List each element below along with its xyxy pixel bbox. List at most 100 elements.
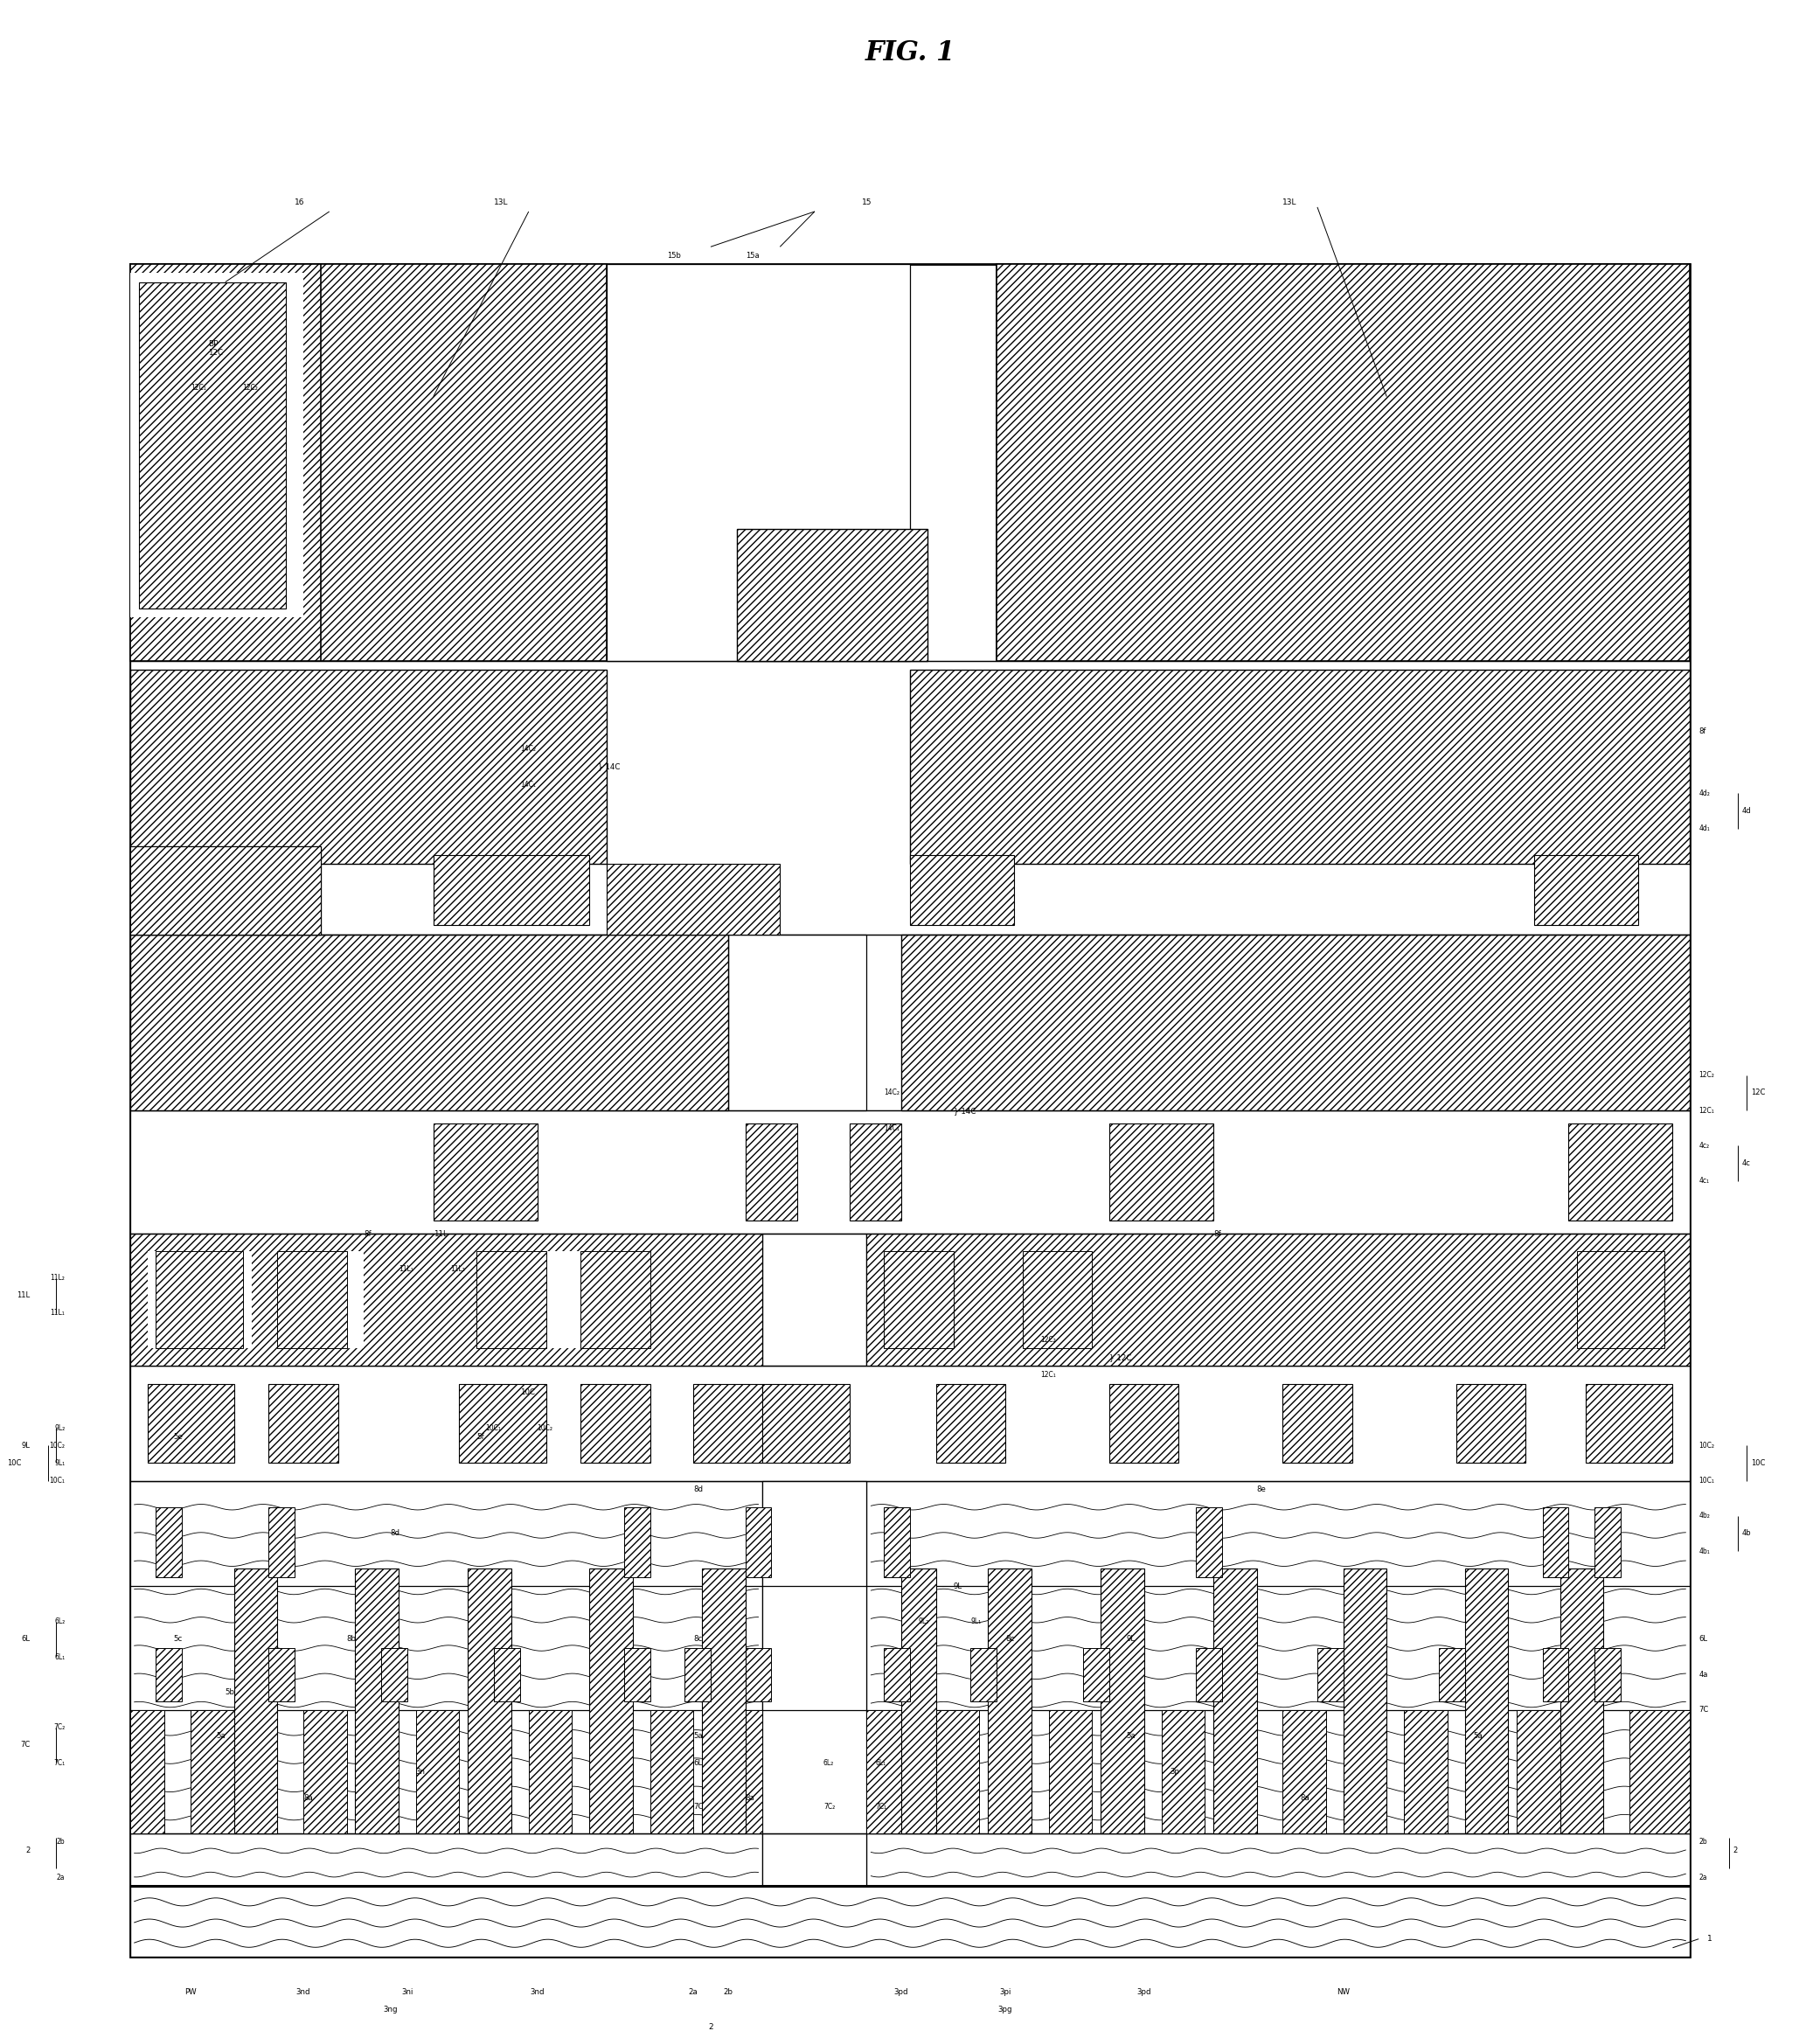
Bar [606,264,910,660]
Text: 11L₁: 11L₁ [51,1310,66,1318]
Bar [129,264,320,660]
Text: 12C: 12C [1751,1089,1765,1097]
Bar [235,1568,277,1834]
Bar [590,1568,633,1834]
Text: BP: BP [207,339,218,347]
Text: 9L: 9L [1127,1635,1136,1643]
Bar [910,855,1014,926]
Text: 11L₂: 11L₂ [451,1265,466,1273]
Bar [763,1834,866,1887]
Text: 2: 2 [708,2023,713,2031]
Bar [866,1235,1691,1367]
Text: 4b₂: 4b₂ [1698,1511,1711,1519]
Bar [129,670,606,863]
Text: 2: 2 [1733,1846,1738,1854]
Text: 15b: 15b [668,252,681,260]
Text: 3ng: 3ng [382,2005,397,2013]
Bar [988,1568,1032,1834]
Text: 6L: 6L [693,1759,703,1767]
Bar [719,1710,763,1834]
Text: 5f: 5f [477,1432,484,1440]
Text: 8a: 8a [304,1793,313,1801]
Text: 3n: 3n [417,1767,426,1775]
Bar [129,934,728,1111]
Bar [129,1367,1691,1481]
Text: 2b: 2b [56,1838,66,1846]
Bar [129,660,1691,934]
Bar [1534,855,1638,926]
Bar [129,1111,1691,1235]
Bar [1048,1710,1092,1834]
Text: } 14C: } 14C [599,764,621,770]
Text: 4d₂: 4d₂ [1698,790,1711,796]
Bar [1543,1647,1569,1702]
Bar [1456,1383,1525,1462]
Bar [468,1568,511,1834]
Bar [850,1123,901,1221]
Text: 5a: 5a [693,1732,703,1741]
Text: 9L₁: 9L₁ [55,1458,66,1466]
Bar [624,1647,650,1702]
Text: 11L₂: 11L₂ [51,1273,66,1282]
Text: 4c₁: 4c₁ [1698,1178,1709,1184]
Bar [129,274,304,617]
Bar [147,1383,235,1462]
Text: 6L₂: 6L₂ [55,1619,66,1625]
Text: 2a: 2a [56,1873,66,1881]
Bar [477,1251,650,1349]
Bar [417,1710,459,1834]
Bar [129,847,320,934]
Text: 8f: 8f [1698,727,1705,735]
Text: 10C₁: 10C₁ [1698,1477,1714,1485]
Text: 10C: 10C [7,1458,22,1466]
Bar [528,1710,571,1834]
Bar [650,1710,693,1834]
Bar [493,1647,521,1702]
Text: 5a: 5a [1127,1732,1136,1741]
Bar [157,1647,182,1702]
Bar [693,1383,763,1462]
Text: } 12C: } 12C [1110,1353,1132,1361]
Text: 8a: 8a [1299,1793,1309,1801]
Bar [1465,1568,1509,1834]
Bar [1214,1568,1256,1834]
Text: 13L: 13L [493,199,508,207]
Text: 10C₁: 10C₁ [486,1424,501,1432]
Bar [1101,1568,1145,1834]
Bar [138,282,286,607]
Bar [129,264,1691,1956]
Bar [1196,1647,1221,1702]
Text: 9L: 9L [22,1442,31,1450]
Text: 9L₂: 9L₂ [55,1424,66,1432]
Bar [269,1507,295,1578]
Text: 2b: 2b [1698,1838,1707,1846]
Bar [459,1383,546,1462]
Text: 5a: 5a [217,1732,226,1741]
Text: 4a: 4a [1698,1672,1707,1678]
Text: 14C₂: 14C₂ [885,1089,899,1097]
Bar [684,1647,710,1702]
Text: 4c: 4c [1742,1160,1751,1168]
Bar [1110,1123,1214,1221]
Bar [382,1647,408,1702]
Text: 10C₂: 10C₂ [537,1424,553,1432]
Bar [885,1251,954,1349]
Bar [157,1251,242,1349]
Bar [1110,1383,1179,1462]
Text: 4c₂: 4c₂ [1698,1141,1709,1150]
Text: 10C₁: 10C₁ [49,1477,66,1485]
Text: 3nd: 3nd [297,1988,311,1996]
Text: 15a: 15a [746,252,759,260]
Text: 13L: 13L [1283,199,1298,207]
Text: 1: 1 [1707,1936,1713,1944]
Bar [581,1251,650,1349]
Bar [885,1647,910,1702]
Bar [1283,1383,1352,1462]
Bar [1318,1647,1343,1702]
Text: } 14C: } 14C [954,1107,976,1115]
Text: NW: NW [1336,1988,1350,1996]
Bar [746,1507,772,1578]
Bar [997,264,1691,660]
Text: 10C: 10C [521,1389,535,1397]
Bar [277,1251,364,1349]
